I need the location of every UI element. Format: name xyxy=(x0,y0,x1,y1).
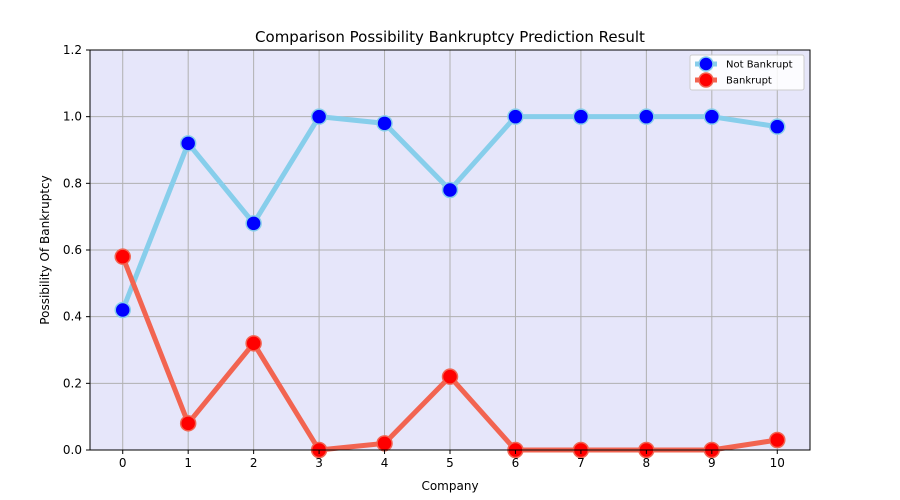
legend-marker xyxy=(698,72,714,88)
legend-item: Not Bankrupt xyxy=(695,56,793,72)
y-tick-label: 0.4 xyxy=(63,310,82,324)
data-point xyxy=(769,431,786,449)
x-tick-label: 1 xyxy=(184,456,192,470)
data-point xyxy=(703,108,721,125)
y-tick-label: 1.2 xyxy=(63,43,82,57)
data-point xyxy=(441,368,459,385)
x-tick-label: 0 xyxy=(119,456,127,470)
data-point xyxy=(114,248,131,265)
x-tick-label: 3 xyxy=(315,456,323,470)
y-tick-label: 0.6 xyxy=(63,243,82,257)
y-tick-label: 0.2 xyxy=(63,376,82,390)
y-axis: 0.0 0.2 0.4 0.6 0.8 1.0 1.2 xyxy=(63,43,90,457)
y-tick-label: 1.0 xyxy=(63,110,82,124)
series-not-bankrupt xyxy=(114,108,786,319)
x-axis: 0 1 2 3 4 5 6 7 8 9 10 xyxy=(119,450,785,470)
data-point xyxy=(572,108,590,125)
legend-label: Bankrupt xyxy=(726,76,772,87)
legend: Not Bankrupt Bankrupt xyxy=(689,54,805,91)
y-tick-label: 0.0 xyxy=(63,443,82,457)
data-point xyxy=(179,135,197,152)
data-point xyxy=(245,215,262,232)
x-tick-label: 5 xyxy=(446,456,454,470)
data-point xyxy=(245,335,262,352)
data-point xyxy=(507,108,524,125)
data-point xyxy=(376,435,393,452)
legend-item: Bankrupt xyxy=(695,72,772,88)
series-layer xyxy=(114,108,786,459)
x-tick-label: 8 xyxy=(643,456,651,470)
data-point xyxy=(769,118,786,135)
legend-label: Not Bankrupt xyxy=(726,60,793,71)
data-point xyxy=(638,108,655,125)
chart-title: Comparison Possibility Bankruptcy Predic… xyxy=(255,28,645,46)
data-point xyxy=(114,301,131,319)
data-point xyxy=(441,181,459,199)
legend-box xyxy=(689,54,805,91)
y-tick-label: 0.8 xyxy=(63,176,82,190)
x-tick-label: 2 xyxy=(250,456,258,470)
x-tick-label: 10 xyxy=(770,456,785,470)
data-point xyxy=(179,415,197,432)
data-point xyxy=(376,115,393,132)
y-axis-label: Possibility Of Bankruptcy xyxy=(38,175,52,324)
x-tick-label: 4 xyxy=(381,456,389,470)
x-axis-label: Company xyxy=(421,479,478,493)
x-tick-label: 9 xyxy=(708,456,716,470)
legend-marker xyxy=(698,56,714,72)
data-point xyxy=(310,108,328,125)
x-tick-label: 6 xyxy=(512,456,520,470)
x-tick-label: 7 xyxy=(577,456,585,470)
